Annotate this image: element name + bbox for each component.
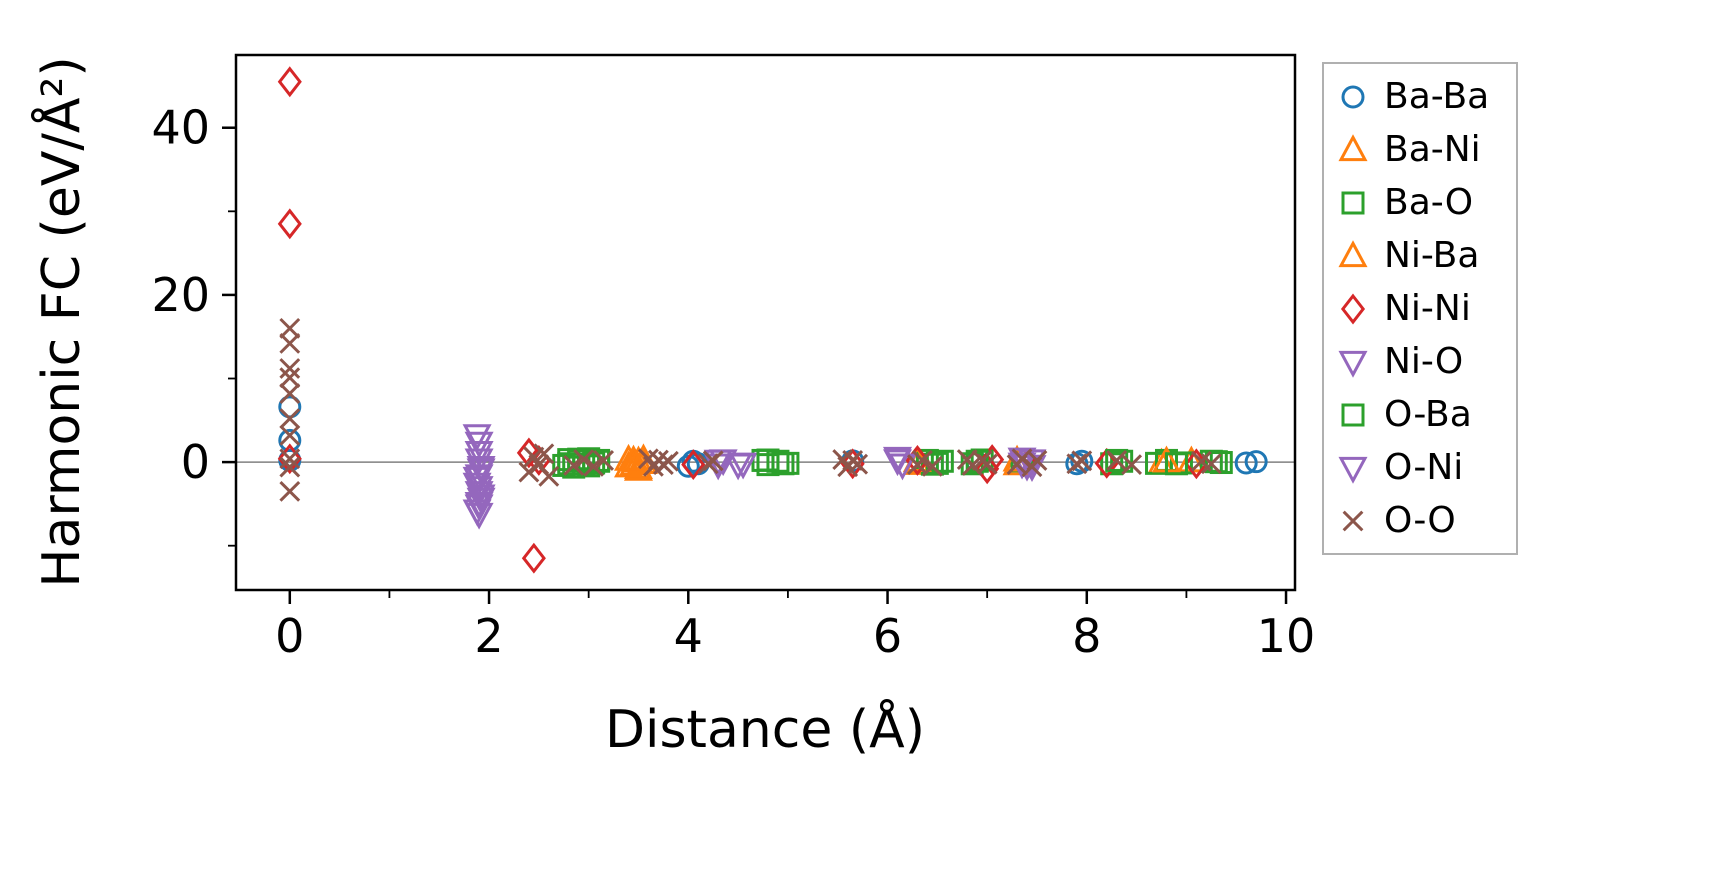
y-axis-label: Harmonic FC (eV/Å²) bbox=[32, 56, 92, 588]
legend-label: O-O bbox=[1384, 499, 1456, 541]
legend-label: Ba-Ni bbox=[1384, 128, 1481, 170]
legend-label: Ni-O bbox=[1384, 340, 1464, 382]
circle-marker-icon bbox=[1341, 85, 1365, 108]
x-tick-label: 0 bbox=[275, 609, 304, 663]
series-points-ni-ni bbox=[277, 66, 1209, 574]
legend-label: O-Ni bbox=[1384, 446, 1464, 488]
legend-label: Ni-Ni bbox=[1384, 287, 1471, 329]
legend-item-o-ba: O-Ba bbox=[1332, 392, 1508, 437]
legend-item-o-ni: O-Ni bbox=[1332, 445, 1508, 490]
triangle-up-marker-icon bbox=[1338, 133, 1368, 161]
x-tick-label: 10 bbox=[1257, 609, 1316, 663]
legend-label: Ba-Ba bbox=[1384, 75, 1490, 117]
legend-item-ni-o: Ni-O bbox=[1332, 339, 1508, 384]
plot-frame bbox=[234, 53, 1297, 592]
triangle-down-marker-icon bbox=[1338, 350, 1368, 378]
diamond-marker-icon bbox=[1340, 293, 1366, 324]
x-tick-label: 6 bbox=[873, 609, 902, 663]
legend-label: O-Ba bbox=[1384, 393, 1472, 435]
legend-item-ni-ni: Ni-Ni bbox=[1332, 286, 1508, 331]
triangle-up-marker-icon bbox=[1338, 239, 1368, 267]
x-tick-label: 4 bbox=[674, 609, 703, 663]
legend-item-ni-ba: Ni-Ba bbox=[1332, 233, 1508, 278]
series-points-ni-o bbox=[462, 424, 1047, 530]
legend-item-ba-ni: Ba-Ni bbox=[1332, 127, 1508, 172]
legend: Ba-Ba Ba-Ni Ba-O Ni-Ba Ni-Ni Ni-O O-Ba O-Ni O-O bbox=[1322, 62, 1518, 555]
x-tick-label: 2 bbox=[474, 609, 503, 663]
y-tick-label: 20 bbox=[151, 268, 210, 322]
y-tick-label: 0 bbox=[181, 435, 210, 489]
x-tick-label: 8 bbox=[1072, 609, 1101, 663]
triangle-down-marker-icon bbox=[1338, 456, 1368, 484]
legend-label: Ba-O bbox=[1384, 181, 1474, 223]
legend-item-ba-ba: Ba-Ba bbox=[1332, 74, 1508, 119]
series-points-o-o bbox=[279, 317, 1222, 502]
y-tick-label: 40 bbox=[151, 101, 210, 155]
x-axis-label: Distance (Å) bbox=[604, 700, 926, 760]
legend-item-o-o: O-O bbox=[1332, 498, 1508, 543]
legend-label: Ni-Ba bbox=[1384, 234, 1480, 276]
square-marker-icon bbox=[1341, 191, 1365, 214]
square-marker-icon bbox=[1341, 403, 1365, 426]
legend-item-ba-o: Ba-O bbox=[1332, 180, 1508, 225]
x-marker-icon bbox=[1342, 510, 1364, 531]
